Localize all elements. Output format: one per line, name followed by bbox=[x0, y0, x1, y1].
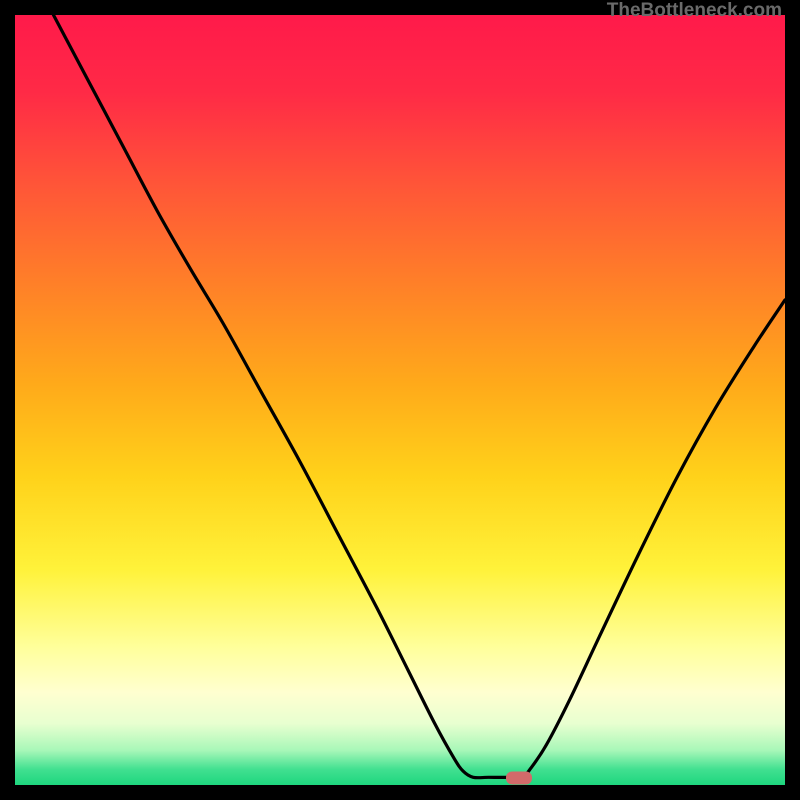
optimal-point-marker bbox=[506, 772, 532, 785]
watermark-text: TheBottleneck.com bbox=[607, 0, 782, 22]
bottleneck-chart: TheBottleneck.com bbox=[0, 0, 800, 800]
bottleneck-curve bbox=[15, 15, 785, 785]
plot-area bbox=[15, 15, 785, 785]
